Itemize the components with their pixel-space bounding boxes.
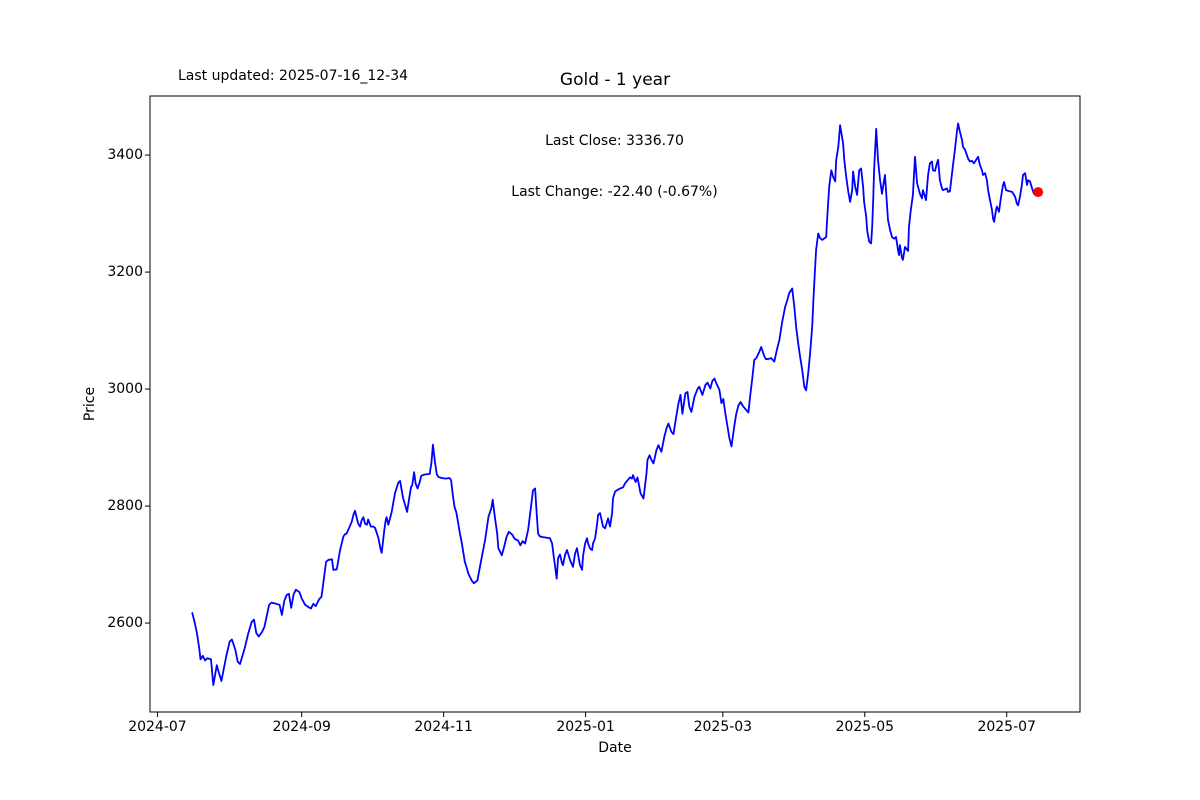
y-tick-label: 2600 [107,614,143,631]
last-close-marker [1033,187,1044,198]
x-axis-label: Date [598,740,632,756]
axis-tick-marks [145,154,1008,717]
y-tick-label: 3400 [107,146,143,163]
x-tick-label: 2025-05 [835,719,895,735]
x-tick-label: 2024-09 [272,719,331,735]
last-close-text: Last Close: 3336.70 [545,133,684,149]
y-tick-label: 3200 [107,263,143,280]
y-tick-label: 3000 [107,380,143,397]
price-line [191,122,1039,686]
x-tick-label: 2025-03 [693,719,753,735]
y-tick-label: 2800 [107,497,143,514]
x-tick-label: 2025-01 [556,719,615,735]
plot-border [149,95,1081,713]
last-change-text: Last Change: -22.40 (-0.67%) [511,184,718,200]
last-close-annotation: Last Close: 3336.70 Last Change: -22.40 … [0,99,1200,235]
last-updated-text: Last updated: 2025-07-16_12-34 [178,68,409,84]
x-tick-label: 2025-07 [977,719,1036,735]
x-tick-label: 2024-07 [128,719,187,735]
chart-title: Gold - 1 year [559,70,671,90]
x-tick-label: 2024-11 [414,719,473,735]
